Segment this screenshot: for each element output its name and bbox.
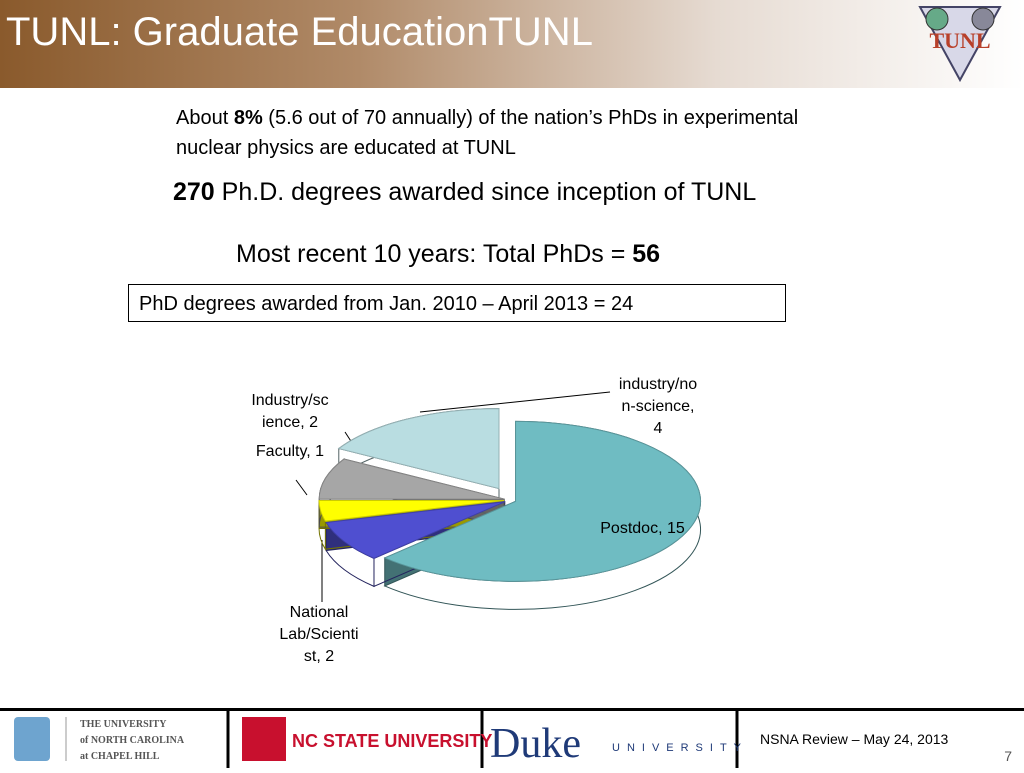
data-label: Industry/science, 2 [251, 392, 329, 431]
footer-logos: THE UNIVERSITY of NORTH CAROLINA at CHAP… [14, 711, 1012, 768]
unc-text: at CHAPEL HILL [80, 751, 160, 762]
duke-sub: UNIVERSITY [612, 742, 748, 754]
text-line: About 8% (5.6 out of 70 annually) of the… [176, 103, 836, 163]
pie-slice [318, 499, 505, 522]
text-line: 270 Ph.D. degrees awarded since inceptio… [173, 178, 756, 207]
chart [295, 391, 702, 610]
info-box: PhD degrees awarded from Jan. 2010 – Apr… [128, 284, 786, 322]
unc-text: THE UNIVERSITY [80, 719, 167, 730]
data-label: National Lab/Scientist, 2 [279, 604, 359, 665]
data-label: industry/non-science, 4 [618, 376, 698, 437]
data-label: Faculty, 1 [255, 443, 325, 460]
text-bold: 56 [632, 240, 661, 268]
data-label: Postdoc, 15 [600, 520, 685, 537]
pie-slice [383, 420, 702, 582]
text-bold: 8% [233, 107, 263, 129]
footer: THE UNIVERSITY of NORTH CAROLINA at CHAP… [0, 708, 1024, 768]
ncsu-text: NC STATE UNIVERSITY [292, 731, 492, 751]
text-bold: 270 [173, 178, 215, 206]
pie-slice [325, 501, 506, 559]
text: Most recent 10 years: Total PhDs = [236, 240, 633, 268]
page-number: 7 [1004, 748, 1012, 764]
text-line: Most recent 10 years: Total PhDs = 56 [236, 240, 660, 269]
unc-text: of NORTH CAROLINA [80, 735, 185, 746]
header: TUNL: Graduate EducationTUNL TUNL [0, 0, 1024, 88]
duke-text: Duke [490, 721, 581, 767]
text: (5.6 out of 70 annually) of the nation’s… [176, 107, 799, 159]
pie-slice [337, 408, 500, 490]
title: TUNL: Graduate EducationTUNL [6, 10, 593, 54]
event: NSNA Review – May 24, 2013 [760, 731, 949, 747]
text: Ph.D. degrees awarded since inception of… [214, 178, 757, 206]
logo: TUNL [918, 6, 1002, 83]
logo-text: TUNL [929, 28, 990, 53]
text: About [176, 107, 234, 129]
pie-slice [318, 458, 505, 500]
